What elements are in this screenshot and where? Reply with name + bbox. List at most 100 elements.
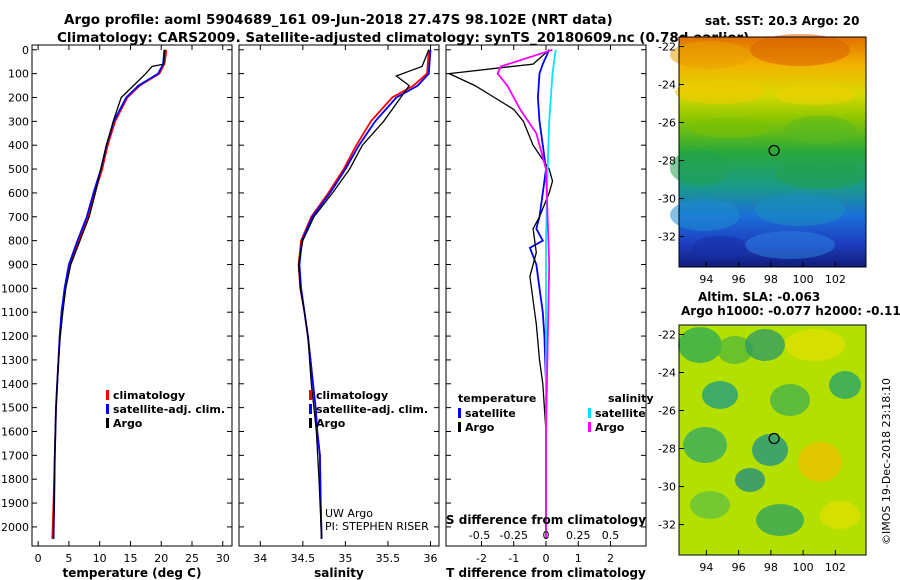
map-y-tick-label: -28: [658, 443, 676, 456]
legend-swatch: [106, 418, 109, 428]
map-x-tick-label: 100: [793, 273, 814, 286]
y-tick-label: 1700: [1, 449, 29, 462]
sla-patch: [702, 381, 738, 409]
sla-patch: [683, 427, 727, 463]
sla-patch: [745, 329, 785, 361]
series-line: [496, 48, 553, 539]
y-tick-label: 800: [8, 235, 29, 248]
figure-title-line2: Climatology: CARS2009. Satellite-adjuste…: [57, 30, 750, 46]
legend-label: satellite-adj. clim.: [113, 403, 225, 416]
sla-patch: [717, 336, 753, 364]
x2-tick-label: -0.25: [500, 529, 528, 542]
y-tick-label: 1300: [1, 354, 29, 367]
legend-swatch: [458, 422, 461, 432]
legend-swatch: [588, 408, 591, 418]
x-tick-label: 2: [607, 552, 614, 565]
y-tick-label: 300: [8, 115, 29, 128]
sst-patch: [670, 41, 750, 69]
legend-title: temperature: [458, 392, 536, 405]
legend-label: Argo: [465, 421, 495, 434]
map-y-tick-label: -30: [658, 481, 676, 494]
sst-patch: [785, 116, 855, 144]
y-tick-label: 2000: [1, 521, 29, 534]
profile-location-marker: [768, 432, 780, 445]
map-frame: [678, 36, 867, 268]
sst-patch: [750, 34, 850, 66]
sla-patch: [785, 329, 845, 361]
map-y-tick-label: -26: [658, 117, 676, 130]
x-axis-label: T difference from climatology: [446, 566, 646, 580]
x-tick-label: 1: [575, 552, 582, 565]
x-axis-label: temperature (deg C): [63, 566, 202, 580]
series-line: [52, 49, 166, 539]
sla-map-subtitle: Argo h1000: -0.077 h2000: -0.11: [681, 304, 900, 318]
x-tick-label: 0: [35, 552, 42, 565]
legend-label: satellite-adj. clim.: [316, 403, 428, 416]
y-tick-label: 1100: [1, 306, 29, 319]
map-y-tick-label: -24: [658, 79, 676, 92]
legend-label: Argo: [316, 417, 346, 430]
map-x-tick-label: 96: [732, 273, 746, 286]
sla-map-title: Altim. SLA: -0.063: [698, 290, 821, 304]
x-tick-label: -2: [476, 552, 487, 565]
sst-patch: [675, 80, 765, 104]
sla-patch: [770, 384, 810, 416]
sla-patch: [829, 371, 861, 399]
y-tick-label: 500: [8, 163, 29, 176]
sst-map: 94 96 98 100 102 -22 -24 -26 -28 -30 -32: [658, 34, 867, 286]
legend-label: satellite: [595, 407, 646, 420]
map-y-tick-label: -24: [658, 367, 676, 380]
annotation-text: UW Argo: [325, 507, 373, 520]
legend-swatch: [309, 404, 312, 414]
map-x-tick-label: 100: [793, 561, 814, 574]
figure-title-line1: Argo profile: aoml 5904689_161 09-Jun-20…: [64, 12, 613, 28]
y-tick-label: 1400: [1, 378, 29, 391]
map-x-tick-label: 102: [825, 561, 846, 574]
series-line: [446, 49, 554, 539]
annotation-text: PI: STEPHEN RISER: [325, 520, 429, 533]
x-tick-label: 34: [253, 552, 267, 565]
legend-swatch: [309, 390, 312, 400]
x-tick-label: 20: [154, 552, 168, 565]
map-x-tick-label: 98: [764, 273, 778, 286]
y-tick-label: 700: [8, 211, 29, 224]
map-frame: [678, 324, 867, 556]
sla-patch: [735, 468, 765, 492]
sla-patch: [752, 434, 788, 466]
x-tick-label: 35: [338, 552, 352, 565]
sst-patch: [670, 199, 740, 231]
sst-patch: [692, 236, 748, 260]
series-line: [528, 49, 551, 539]
x-tick-label: 5: [65, 552, 72, 565]
sla-map: 94 96 98 100 102 -22 -24 -26 -28 -30 -32: [658, 324, 867, 574]
map-y-tick-label: -22: [658, 329, 676, 342]
panel-salinity: 34 34.5 35 35.5 36 salinity climatologysatelli…: [238, 44, 440, 580]
y-tick-label: 600: [8, 187, 29, 200]
series-line: [298, 49, 432, 539]
y-tick-label: 200: [8, 91, 29, 104]
sst-patch: [670, 150, 730, 186]
x-axis-label: salinity: [314, 566, 364, 580]
map-x-tick-label: 94: [699, 273, 713, 286]
y-tick-label: 100: [8, 68, 29, 81]
map-y-tick-label: -26: [658, 405, 676, 418]
legend-label: climatology: [113, 389, 185, 402]
legend-title: salinity: [608, 392, 654, 405]
map-y-tick-label: -28: [658, 155, 676, 168]
legend-label: climatology: [316, 389, 388, 402]
x-tick-label: 36: [423, 552, 437, 565]
legend-swatch: [458, 408, 461, 418]
y-tick-label: 0: [22, 44, 29, 57]
map-y-tick-label: -22: [658, 41, 676, 54]
sla-patch: [756, 504, 804, 536]
x-tick-label: 10: [93, 552, 107, 565]
sla-patch: [678, 327, 722, 363]
sst-patch: [775, 85, 855, 105]
legend-label: satellite: [465, 407, 516, 420]
profile-location-marker: [768, 144, 780, 157]
y-tick-label: 900: [8, 258, 29, 271]
y-tick-label: 400: [8, 139, 29, 152]
x2-tick-label: 0.25: [566, 529, 591, 542]
y-tick-label: 1500: [1, 402, 29, 415]
